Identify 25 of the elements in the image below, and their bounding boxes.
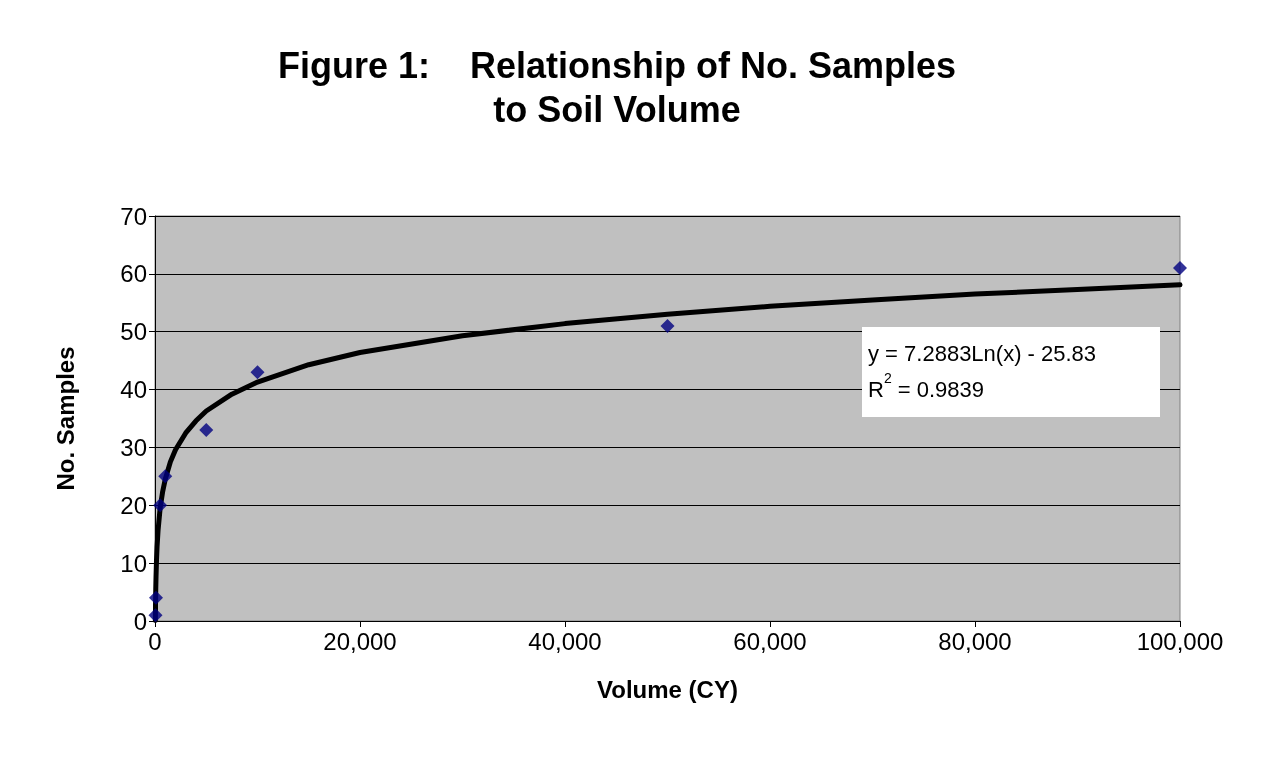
point	[158, 469, 173, 484]
y-tick-label: 30	[120, 433, 147, 461]
point	[149, 590, 164, 605]
point	[148, 608, 163, 623]
y-tick-label: 0	[133, 607, 147, 635]
x-tick-label: 40,000	[528, 627, 602, 655]
y-tick-label: 10	[120, 549, 147, 577]
x-axis-title: Volume (CY)	[597, 675, 738, 703]
point	[199, 423, 214, 438]
annotation: y = 7.2883Ln(x) - 25.83	[868, 340, 1097, 366]
point	[1173, 261, 1187, 276]
point	[660, 318, 675, 333]
x-tick-label: 20,000	[323, 627, 397, 655]
point	[153, 498, 168, 513]
x-tick-label: 60,000	[733, 627, 807, 655]
y-tick-label: 50	[120, 318, 147, 346]
y-tick-label: 60	[120, 260, 147, 288]
x-tick-label: 80,000	[938, 627, 1012, 655]
y-tick-label: 70	[120, 202, 147, 230]
chart-title: Figure 1: Relationship of No. Samples to Soil Volume	[277, 44, 957, 130]
x-tick-label: 100,000	[1136, 627, 1224, 655]
point	[250, 365, 265, 380]
y-tick-label: 40	[120, 376, 147, 404]
y-axis-title: No. Samples	[51, 346, 79, 491]
y-tick-label: 20	[120, 491, 147, 519]
